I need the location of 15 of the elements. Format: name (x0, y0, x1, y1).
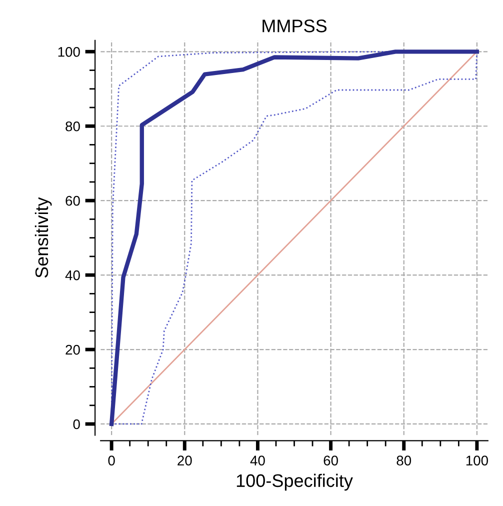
x-tick-label: 80 (396, 456, 412, 466)
x-tick-label: 20 (178, 456, 192, 466)
y-tick-label: 0 (73, 419, 80, 430)
y-tick-label: 20 (66, 344, 80, 355)
y-tick-label: 40 (65, 270, 80, 280)
chart-title: MMPSS (262, 20, 327, 32)
y-tick-label: 60 (66, 196, 80, 206)
x-tick-label: 100 (466, 456, 488, 466)
y-axis-title: Sensitivity (34, 197, 52, 278)
x-tick-label: 60 (324, 456, 338, 466)
x-axis-title: 100-Specificity (236, 474, 353, 491)
x-tick-label: 0 (108, 456, 115, 466)
y-tick-label: 80 (66, 121, 80, 132)
x-tick-label: 40 (250, 456, 265, 466)
y-tick-label: 100 (58, 46, 80, 57)
